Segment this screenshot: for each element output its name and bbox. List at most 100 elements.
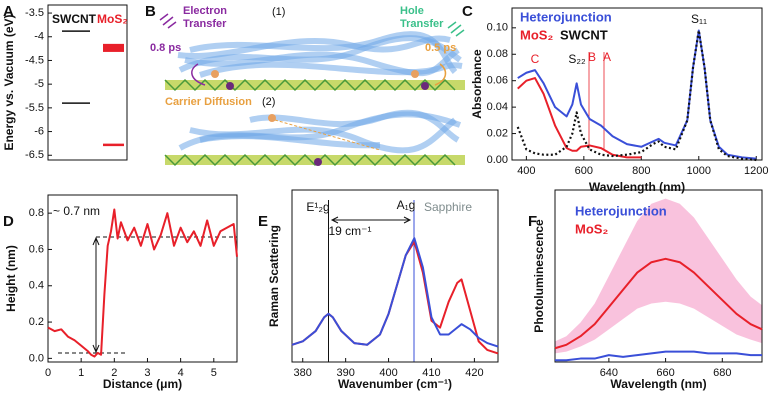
label: Carrier Diffusion [165,96,252,108]
substrate-lattice [164,153,456,167]
electron [314,158,322,166]
label: Transfer [183,18,227,30]
x-tick-label: 600 [575,165,593,177]
x-axis-label: Wavelength (nm) [589,180,685,194]
nanotube-bundle [178,109,462,154]
label: 0.5 ps [425,42,456,54]
legend-entry: MoS₂ [575,221,608,236]
panel-letter: C [462,3,473,20]
y-axis-label: Energy vs. Vacuum (eV) [2,14,16,150]
x-tick-label: 2 [111,367,117,379]
plot-frame [511,7,763,161]
hole [268,114,276,122]
y-tick-label: 0.2 [29,316,44,328]
y-tick-label: 0.0 [29,352,44,364]
x-tick-label: 1 [78,367,84,379]
label: 0.8 ps [150,42,181,54]
annotation-lines [58,52,605,362]
panel-letter: D [3,213,14,230]
y-axis-label: Photoluminescence [532,219,546,333]
arrow [191,63,206,86]
panel-letter: F [528,213,537,230]
icon [447,21,465,37]
annotation: B [588,50,596,64]
plot-frame [291,189,499,363]
annotation: S₂₂ [568,52,586,66]
x-tick-label: 390 [336,367,354,379]
x-tick-label: 640 [600,367,618,379]
energy-band [103,43,124,52]
legend-entry: SWCNT [52,12,97,26]
y-tick-label: 0.04 [487,101,508,113]
legend-entry: Heterojunction [575,203,667,218]
x-tick-label: 1200 [744,165,768,177]
series-line [291,237,499,348]
hole [411,70,419,78]
arrow [434,63,447,86]
y-tick-label: 0.06 [487,75,508,87]
x-tick-label: 400 [379,367,397,379]
annotation: Sapphire [424,200,472,214]
y-axis-label: Height (nm) [4,245,18,312]
x-tick-label: 4 [178,367,184,379]
x-tick-label: 410 [422,367,440,379]
plot-frame [47,4,128,161]
y-tick-label: 0.6 [29,243,44,255]
nanotube-bundle [177,31,463,78]
y-tick-label: 0.02 [487,127,508,139]
y-tick-label: 0.8 [29,207,44,219]
label: (1) [272,6,285,18]
series-line [517,77,642,159]
annotation: A₁g [397,198,416,212]
annotation: C [531,52,540,66]
annotation: ~ 0.7 nm [53,204,100,218]
legend-entry: MoS₂ [97,12,128,26]
y-tick-label: -6 [34,125,44,137]
y-tick-label: 0.00 [487,154,508,166]
series-line [554,257,763,350]
legend-entry: MoS₂ [520,27,553,42]
x-tick-label: 380 [294,367,312,379]
y-tick-label: -5 [34,78,44,90]
series-line [291,240,499,355]
x-axis-label: Distance (μm) [103,377,182,391]
x-axis-label: Wavenumber (cm⁻¹) [338,377,452,391]
x-axis-label: Wavelength (nm) [610,377,706,391]
x-tick-label: 660 [656,367,674,379]
series-line [555,350,762,362]
x-tick-label: 0 [45,367,51,379]
y-tick-label: -4.5 [25,54,44,66]
plot-frame [554,189,763,363]
y-tick-label: 0.08 [487,48,508,60]
icon [159,13,177,29]
series-line [47,208,238,358]
arrow [274,119,381,151]
substrate [165,80,465,90]
panel-letter: A [3,3,14,20]
annotation: A [603,50,611,64]
panel-letter: E [258,213,268,230]
x-tick-label: 1000 [687,165,711,177]
y-tick-label: -3.5 [25,7,44,19]
arrow-head [330,216,412,224]
x-tick-label: 680 [713,367,731,379]
label: (2) [262,96,275,108]
y-tick-label: -6.5 [25,149,44,161]
electron [226,82,234,90]
substrate-lattice [164,78,456,92]
y-tick-label: -5.5 [25,102,44,114]
annotation: 19 cm⁻¹ [328,224,371,238]
series-line [517,29,757,160]
y-tick-label: 0.4 [29,280,44,292]
hole [211,70,219,78]
y-tick-label: -4 [34,31,44,43]
panel-letter: B [145,3,156,20]
y-tick-label: 0.10 [487,22,508,34]
annotation: E¹₂g [306,200,329,214]
label: Transfer [400,18,444,30]
legend-entry: Heterojunction [520,9,612,24]
legend-entry: SWCNT [560,27,608,42]
plot-frame [47,194,238,363]
series-line [516,29,757,162]
